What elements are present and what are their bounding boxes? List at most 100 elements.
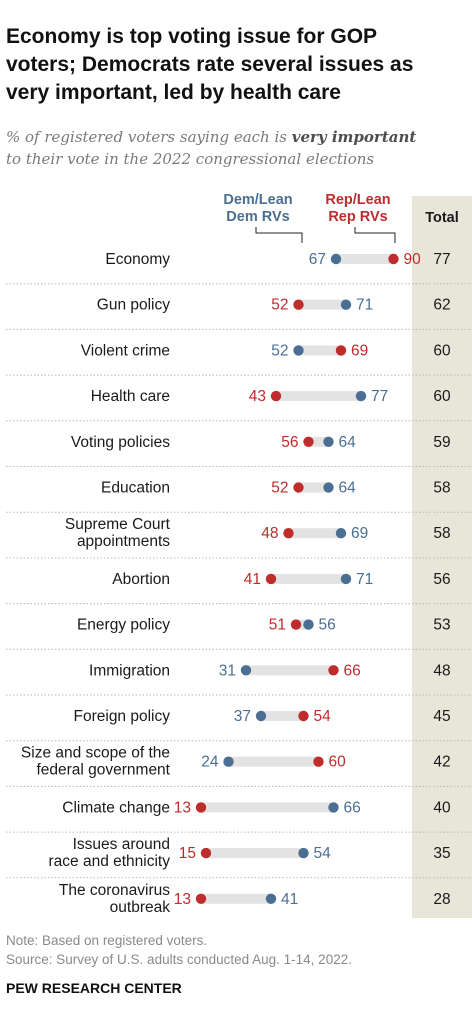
- category-label: Climate change: [62, 799, 170, 816]
- total-value: 58: [433, 480, 450, 497]
- category-label: Violent crime: [81, 342, 170, 359]
- rep-value-label: 43: [249, 388, 266, 405]
- dem-value-label: 69: [351, 525, 368, 542]
- rep-value-label: 48: [261, 525, 278, 542]
- dem-value-label: 71: [356, 571, 373, 588]
- rep-value-label: 52: [271, 297, 288, 314]
- dem-dot: [303, 619, 314, 630]
- dem-value-label: 71: [356, 297, 373, 314]
- category-label: Issues around: [73, 836, 170, 853]
- range-bar: [298, 482, 329, 493]
- dem-value-label: 77: [371, 388, 388, 405]
- legend-rep-leader-line: [354, 227, 396, 243]
- rep-dot: [200, 847, 212, 859]
- rep-dot: [298, 710, 309, 722]
- total-value: 62: [433, 297, 450, 314]
- dem-value-label: 54: [314, 845, 332, 862]
- subtitle-emphasis: very important: [292, 128, 417, 146]
- range-bar: [271, 573, 346, 584]
- range-bar: [336, 254, 394, 264]
- category-label: Immigration: [89, 662, 170, 679]
- range-bar: [201, 802, 334, 813]
- total-value: 35: [433, 845, 450, 862]
- dem-dot: [335, 528, 347, 539]
- dem-dot: [240, 665, 252, 676]
- category-label: appointments: [77, 533, 170, 550]
- rep-value-label: 66: [344, 662, 361, 679]
- rep-dot: [335, 345, 347, 356]
- dem-dot: [323, 482, 334, 493]
- rep-value-label: 52: [271, 480, 288, 497]
- total-value: 40: [433, 799, 451, 816]
- subtitle-text: % of registered voters saying each is: [6, 128, 292, 146]
- legend-rep-label-line-1: Rep/Lean: [325, 192, 390, 208]
- rep-value-label: 54: [314, 708, 332, 725]
- dem-dot: [328, 802, 339, 813]
- dem-dot: [298, 847, 309, 859]
- rep-dot: [195, 893, 207, 904]
- rep-dot: [388, 253, 399, 265]
- range-bar: [246, 665, 334, 676]
- total-value: 56: [433, 571, 450, 588]
- chart-row: Health care 77 43 60: [6, 388, 472, 422]
- range-bar: [276, 391, 361, 402]
- rep-dot: [283, 528, 294, 539]
- total-value: 58: [433, 525, 450, 542]
- category-label: Economy: [105, 251, 170, 268]
- category-label: Voting policies: [71, 434, 170, 451]
- dem-value-label: 37: [234, 708, 251, 725]
- rep-dot: [270, 390, 282, 402]
- note-text: Note: Based on registered voters.: [6, 933, 207, 948]
- legend-dem-label-line-2: Dem RVs: [226, 209, 289, 225]
- dem-value-label: 67: [309, 251, 326, 268]
- rep-dot: [293, 482, 304, 493]
- pew-research-center-logo: PEW RESEARCH CENTER: [6, 980, 182, 996]
- total-value: 45: [433, 708, 450, 725]
- total-column-header: Total: [425, 210, 459, 226]
- dem-value-label: 24: [201, 754, 219, 771]
- chart-row: Violent crime 52 69 60: [6, 342, 472, 376]
- chart-row: Economy 67 90 77: [6, 251, 472, 285]
- rep-value-label: 13: [174, 891, 191, 908]
- total-value: 60: [433, 342, 451, 359]
- category-label: Abortion: [112, 571, 170, 588]
- rep-dot: [293, 299, 304, 310]
- chart-title-line-2: voters; Democrats rate several issues as: [6, 53, 413, 76]
- dem-dot: [323, 436, 334, 447]
- category-label: Energy policy: [77, 617, 170, 634]
- range-bar: [288, 528, 341, 539]
- range-bar: [296, 619, 309, 630]
- legend-dem-leader-line: [255, 227, 303, 243]
- dem-value-label: 64: [339, 434, 357, 451]
- chart-row: Climate change 66 13 40: [6, 799, 472, 833]
- range-bar: [298, 299, 346, 310]
- chart-row: Immigration 31 66 48: [6, 662, 472, 696]
- dem-value-label: 66: [344, 799, 361, 816]
- total-value: 42: [433, 754, 450, 771]
- dem-value-label: 56: [319, 617, 336, 634]
- total-value: 60: [433, 388, 451, 405]
- total-value: 59: [433, 434, 450, 451]
- category-label: Health care: [91, 388, 170, 405]
- total-value: 77: [433, 251, 450, 268]
- range-bar: [201, 893, 271, 904]
- chart-row: Abortion 71 41 56: [6, 571, 472, 605]
- chart-row: Energy policy 56 51 53: [6, 617, 472, 650]
- rep-value-label: 41: [244, 571, 261, 588]
- rep-dot: [265, 573, 277, 585]
- chart-subtitle-line-2: to their vote in the 2022 congressional …: [6, 150, 374, 168]
- range-bar: [308, 436, 329, 447]
- chart-row: Education 64 52 58: [6, 480, 472, 513]
- category-label: Gun policy: [97, 297, 170, 314]
- range-bar: [228, 756, 319, 767]
- chart-row: Voting policies 64 56 59: [6, 434, 472, 467]
- category-label: Supreme Court: [65, 516, 171, 533]
- dem-value-label: 41: [281, 891, 298, 908]
- legend-rep-label-line-2: Rep RVs: [328, 209, 387, 225]
- source-text: Source: Survey of U.S. adults conducted …: [6, 952, 352, 967]
- category-label: federal government: [36, 762, 170, 779]
